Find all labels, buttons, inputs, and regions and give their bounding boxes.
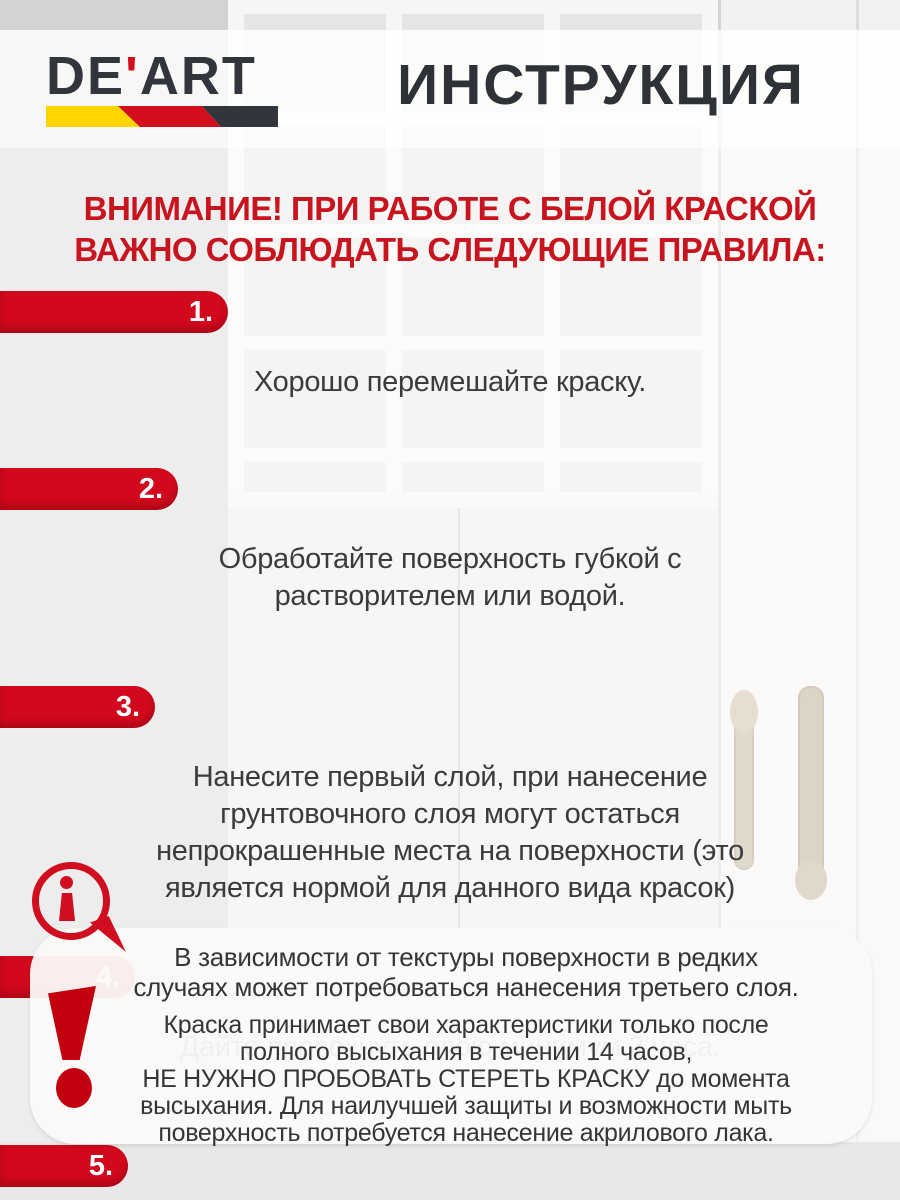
step-number-badge: 3. — [0, 686, 155, 728]
logo-suffix: ART — [139, 46, 257, 106]
step-item-3: 3. Нанесите первый слой, при нанесение г… — [0, 685, 900, 944]
info-i-stem — [59, 893, 75, 921]
brand-logo: DE'ART — [46, 49, 278, 127]
note-paragraph-1: В зависимости от текстуры поверхности в … — [133, 942, 799, 1002]
exclamation-bar — [48, 986, 96, 1060]
page-title: ИНСТРУКЦИЯ — [397, 53, 805, 117]
warning-text: ВНИМАНИЕ! ПРИ РАБОТЕ С БЕЛОЙ КРАСКОЙ ВАЖ… — [74, 190, 826, 268]
exclamation-icon — [48, 986, 102, 1116]
exclamation-dot — [56, 1068, 92, 1108]
step-number-badge: 2. — [0, 468, 178, 510]
steps-list: 1. Хорошо перемешайте краску. 2. Обработ… — [0, 290, 900, 1200]
note-paragraph-2: Краска принимает свои характеристики тол… — [140, 1011, 792, 1147]
header-white-band — [0, 30, 900, 148]
step-text: Нанесите первый слой, при нанесение грун… — [156, 761, 744, 904]
step-item-1: 1. Хорошо перемешайте краску. — [0, 290, 900, 438]
step-number-badge: 1. — [0, 291, 228, 333]
notes-panel: В зависимости от текстуры поверхности в … — [30, 928, 872, 1147]
logo-color-stripe — [46, 106, 278, 127]
step-item-5: 5. Нанесите второй слой, дайте просохнут… — [0, 1144, 900, 1200]
info-bubble-tail — [90, 916, 126, 952]
info-circle — [32, 862, 110, 940]
brand-logo-text: DE'ART — [46, 49, 278, 103]
step-text: Обработайте поверхность губкой с раствор… — [218, 543, 682, 612]
step-item-2: 2. Обработайте поверхность губкой с раст… — [0, 467, 900, 652]
info-speech-bubble-icon — [28, 858, 140, 966]
info-i-dot — [60, 876, 73, 889]
step-text: Хорошо перемешайте краску. — [253, 366, 647, 398]
logo-prefix: DE — [46, 46, 126, 106]
step-number-badge: 5. — [0, 1145, 128, 1187]
logo-apostrophe: ' — [125, 46, 140, 106]
